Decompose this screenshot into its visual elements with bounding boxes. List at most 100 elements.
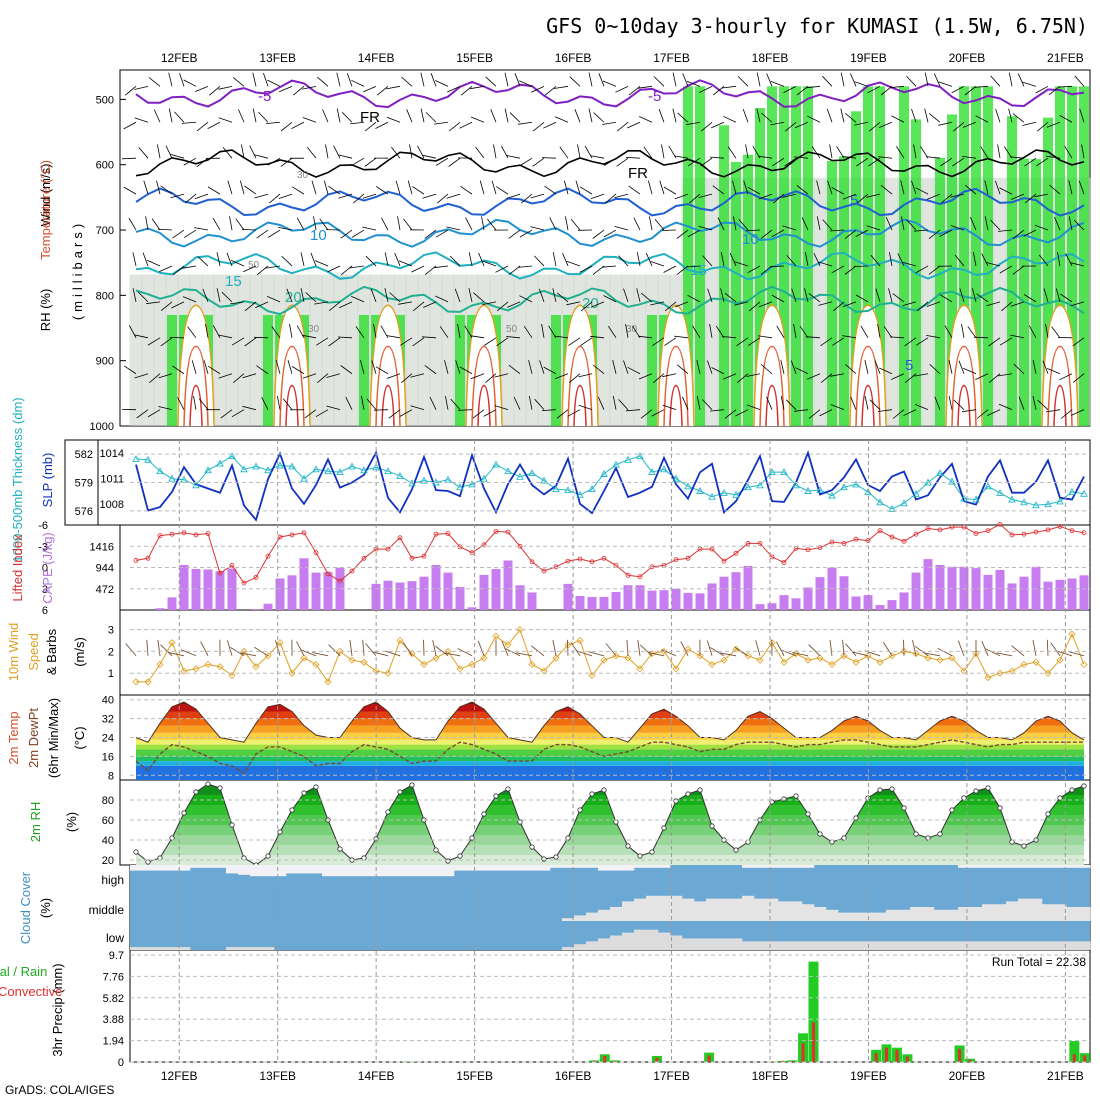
wind-barb — [912, 640, 917, 656]
wind-barb — [337, 336, 353, 339]
cloud-cell — [1042, 865, 1055, 868]
temp-tick: 32 — [102, 714, 114, 726]
wind-barb — [172, 265, 185, 276]
cloud-cell — [1030, 865, 1043, 868]
wind-barb — [970, 217, 977, 231]
wind-barb — [1032, 640, 1037, 656]
rh-green — [1007, 116, 1017, 426]
wind-barb — [924, 108, 929, 123]
wind-barb — [1022, 121, 1037, 126]
wind-barb — [399, 409, 413, 417]
wind-barb — [1070, 301, 1085, 307]
wind-barb — [267, 229, 281, 238]
temp-contour-30 — [183, 345, 209, 427]
li-point — [385, 546, 391, 552]
wind-barb — [602, 80, 617, 87]
wind-barb — [399, 337, 413, 346]
wind-barb — [528, 360, 533, 374]
cloud-cell — [730, 898, 743, 921]
thickness-point — [528, 469, 536, 477]
wind-barb — [216, 252, 221, 267]
cloud-cell — [670, 895, 683, 921]
thickness-tick: 576 — [75, 506, 93, 518]
wind-barb — [913, 229, 929, 232]
wind-barb — [664, 301, 677, 312]
wind-barb — [653, 76, 665, 87]
wind-point — [684, 645, 692, 653]
contour-label: 10 — [742, 231, 759, 248]
cloud-cell — [1006, 901, 1019, 921]
wind-barb — [747, 265, 761, 274]
wind-tick: 3 — [108, 625, 114, 637]
wind-barb — [412, 186, 425, 195]
wind-barb — [468, 288, 473, 302]
wind-barb — [590, 301, 605, 308]
wind-barb — [1012, 229, 1025, 240]
wind-barb — [280, 157, 293, 167]
wind-barb — [430, 73, 437, 87]
cape-bar — [899, 592, 909, 610]
cape-bar — [1067, 578, 1077, 610]
wind-barb — [362, 639, 365, 656]
rh-green — [827, 160, 837, 427]
axes-layer: 12FEB12FEB13FEB13FEB14FEB14FEB15FEB15FEB… — [38, 51, 1090, 1083]
wind-barb — [733, 216, 737, 231]
wind-barb — [386, 335, 401, 339]
wind-barb — [381, 217, 389, 231]
cloud-cell — [562, 947, 575, 950]
wind-barb — [158, 406, 173, 411]
wind-barb — [986, 262, 1001, 267]
wind-barb — [450, 398, 461, 410]
wind-barb — [142, 252, 149, 267]
wind-barb — [602, 121, 617, 125]
wind-barb — [639, 644, 653, 657]
cape-bar — [527, 592, 537, 610]
wind-barb — [785, 399, 797, 410]
wind-barb — [123, 121, 137, 130]
wind-barb — [831, 265, 845, 274]
wind-barb — [372, 651, 389, 657]
cloud-cell — [646, 865, 659, 868]
li-point — [877, 528, 883, 534]
wind-barb — [365, 643, 377, 657]
date-label-bottom: 12FEB — [161, 1069, 198, 1083]
temp-contour-25 — [177, 304, 215, 427]
wind-barb — [388, 409, 401, 419]
wind-barb — [906, 75, 917, 87]
wind-point — [600, 656, 608, 664]
cloud-cell — [1018, 865, 1031, 868]
upper-ylabel-temperature: Temperature (°C) — [38, 160, 53, 260]
date-label-bottom: 13FEB — [259, 1069, 296, 1083]
li-point — [445, 531, 451, 536]
wind-barb — [256, 229, 269, 239]
wind-point — [468, 660, 476, 669]
li-point — [697, 546, 703, 552]
wind-barb — [541, 409, 557, 411]
temp-ylabel-unit: (°C) — [72, 726, 87, 749]
wind-barb — [915, 187, 929, 195]
li-point — [349, 568, 355, 574]
wind-barb — [854, 121, 869, 126]
wind-barb — [1010, 156, 1025, 159]
wind-barb — [566, 260, 581, 267]
wind-barb — [623, 288, 629, 303]
cloud-cell — [1018, 941, 1031, 950]
wind-barb — [541, 157, 557, 159]
cloud-cell — [958, 907, 971, 921]
rh-point — [301, 790, 307, 796]
cape-bar — [599, 596, 609, 610]
cape-bar — [587, 596, 597, 610]
precip-tick: 3.88 — [103, 1014, 124, 1026]
wind-barb — [336, 108, 341, 123]
wind-barb — [934, 396, 941, 410]
wind-barb — [827, 180, 833, 195]
wind-barb — [160, 337, 173, 347]
wind-barb — [395, 180, 401, 195]
wind-barb — [998, 403, 1013, 411]
wind-barb — [362, 226, 377, 231]
wind-barb — [391, 146, 401, 159]
cloud-cell — [838, 941, 851, 950]
wind-barb — [782, 225, 797, 231]
wind-barb — [988, 337, 1001, 347]
